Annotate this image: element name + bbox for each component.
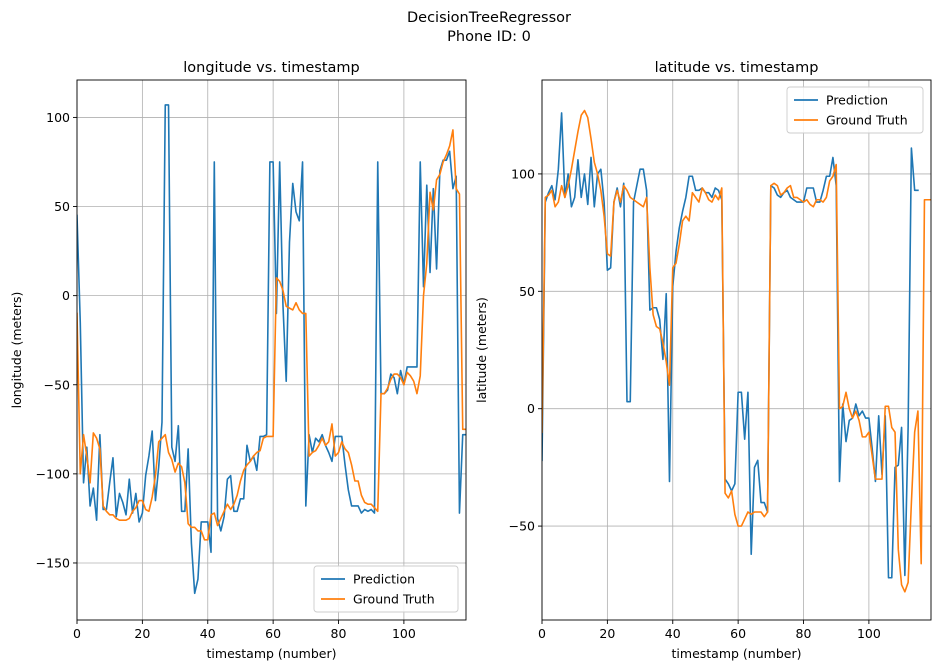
longitude-x-tick-label: 0 [73,626,81,641]
longitude-x-tick-label: 20 [134,626,150,641]
latitude-x-tick-label: 60 [730,626,746,641]
latitude-x-tick-label: 100 [857,626,881,641]
longitude-chart: 0 20 40 60 80 100 −150 −100 −50 0 50 100 longitude v… [9,60,467,661]
longitude-legend-ground-truth-label: Ground Truth [353,592,435,607]
longitude-legend-prediction-label: Prediction [353,572,415,587]
latitude-series-group [542,109,931,593]
figure-title: DecisionTreeRegressor [407,10,571,26]
longitude-x-axis-label: timestamp (number) [207,646,337,661]
latitude-series-ground-truth-line [542,109,931,593]
longitude-y-tick-label: 100 [46,110,70,125]
latitude-x-tick-label: 20 [599,626,615,641]
latitude-y-axis-label: latitude (meters) [474,297,489,403]
latitude-chart-title: latitude vs. timestamp [655,60,819,76]
longitude-axes-frame [76,79,467,621]
longitude-y-tick-label: −100 [36,466,70,481]
latitude-y-tick-label: 50 [519,284,535,299]
latitude-y-tick-label: −50 [509,519,535,534]
longitude-y-tick-label: −50 [44,377,70,392]
longitude-y-tick-label: 50 [54,199,70,214]
latitude-legend-box [786,86,924,134]
latitude-y-tick-label: 0 [527,401,535,416]
latitude-y-tick-label: 100 [511,166,535,181]
longitude-legend-box [313,565,459,613]
latitude-chart: 0 20 40 60 80 100 −50 0 50 100 latitude vs. timest… [474,60,932,661]
longitude-y-tick-label: 0 [62,288,70,303]
latitude-x-tick-label: 80 [796,626,812,641]
longitude-x-tick-label: 100 [392,626,416,641]
longitude-x-tick-label: 40 [200,626,216,641]
longitude-x-tick-label: 80 [331,626,347,641]
latitude-legend-ground-truth-label: Ground Truth [826,113,908,128]
latitude-legend: Prediction Ground Truth [786,86,924,134]
latitude-x-axis-label: timestamp (number) [672,646,802,661]
latitude-x-tick-label: 40 [665,626,681,641]
latitude-series-prediction-line [542,112,919,579]
latitude-x-tick-label: 0 [538,626,546,641]
latitude-legend-prediction-label: Prediction [826,93,888,108]
figure-subtitle: Phone ID: 0 [447,29,531,45]
longitude-x-tick-label: 60 [265,626,281,641]
longitude-y-tick-label: −150 [36,555,70,570]
longitude-series-ground-truth-line [77,129,466,541]
latitude-axes-frame [541,79,932,621]
longitude-series-prediction-line [77,104,466,595]
longitude-series-group [77,104,466,595]
longitude-legend: Prediction Ground Truth [313,565,459,613]
longitude-chart-title: longitude vs. timestamp [183,60,360,76]
longitude-y-axis-label: longitude (meters) [9,292,24,409]
